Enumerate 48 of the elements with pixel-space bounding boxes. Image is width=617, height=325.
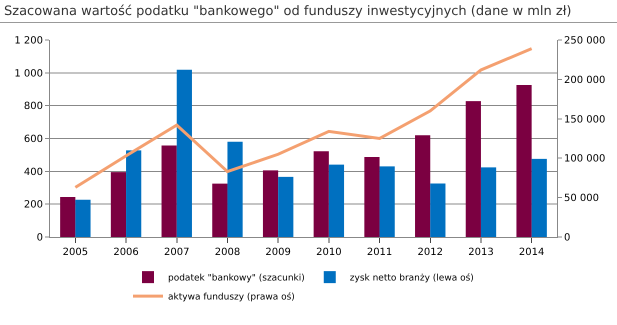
y2-tick-label: 50 000: [564, 193, 599, 204]
y-tick-label: 400: [24, 166, 43, 178]
bar: [532, 158, 547, 237]
x-tick-label: 2010: [316, 247, 342, 258]
y-tick-label: 1 200: [14, 36, 43, 46]
y2-tick-label: 250 000: [564, 36, 606, 46]
bar: [466, 101, 481, 237]
bar: [430, 183, 446, 237]
y-tick-label: 800: [24, 101, 43, 112]
legend-label: podatek "bankowy" (szacunki): [168, 274, 305, 284]
legend-label: zysk netto branży (lewa oś): [350, 272, 474, 284]
x-tick-label: 2009: [265, 247, 291, 258]
bar: [126, 150, 142, 237]
y2-tick-label: 200 000: [564, 74, 606, 86]
bar: [227, 142, 243, 237]
bar: [176, 70, 192, 237]
chart-title: Szacowana wartość podatku "bankowego" od funduszy inwestycyjnych (dane w mln zł): [0, 0, 617, 23]
bar: [480, 167, 496, 237]
x-tick-label: 2007: [164, 247, 190, 258]
x-tick-label: 2011: [366, 247, 392, 258]
x-tick-label: 2008: [214, 247, 240, 258]
y-tick-label: 1 000: [14, 68, 43, 80]
legend-label: aktywa funduszy (prawa oś): [168, 292, 295, 303]
bar: [60, 196, 76, 237]
bar: [380, 166, 395, 237]
bar: [516, 84, 532, 237]
x-tick-label: 2005: [62, 247, 88, 258]
line-series: [74, 47, 534, 189]
bar: [314, 151, 329, 237]
bar: [364, 157, 380, 237]
bar: [212, 184, 228, 237]
y2-tick-label: 100 000: [564, 154, 606, 165]
bar: [110, 172, 126, 237]
x-tick-label: 2014: [518, 247, 544, 258]
x-tick-label: 2013: [468, 247, 494, 258]
x-tick-label: 2012: [418, 247, 443, 258]
bar: [262, 170, 278, 237]
y-tick-label: 0: [36, 232, 43, 244]
bar: [328, 164, 344, 237]
bar: [278, 176, 294, 237]
bar: [75, 200, 91, 237]
y2-tick-label: 0: [564, 232, 570, 244]
x-tick-label: 2006: [113, 247, 139, 258]
y-tick-label: 600: [24, 134, 43, 145]
bar: [415, 135, 430, 237]
y-tick-label: 200: [24, 200, 43, 211]
bar: [162, 146, 177, 237]
y2-tick-label: 150 000: [564, 114, 606, 126]
